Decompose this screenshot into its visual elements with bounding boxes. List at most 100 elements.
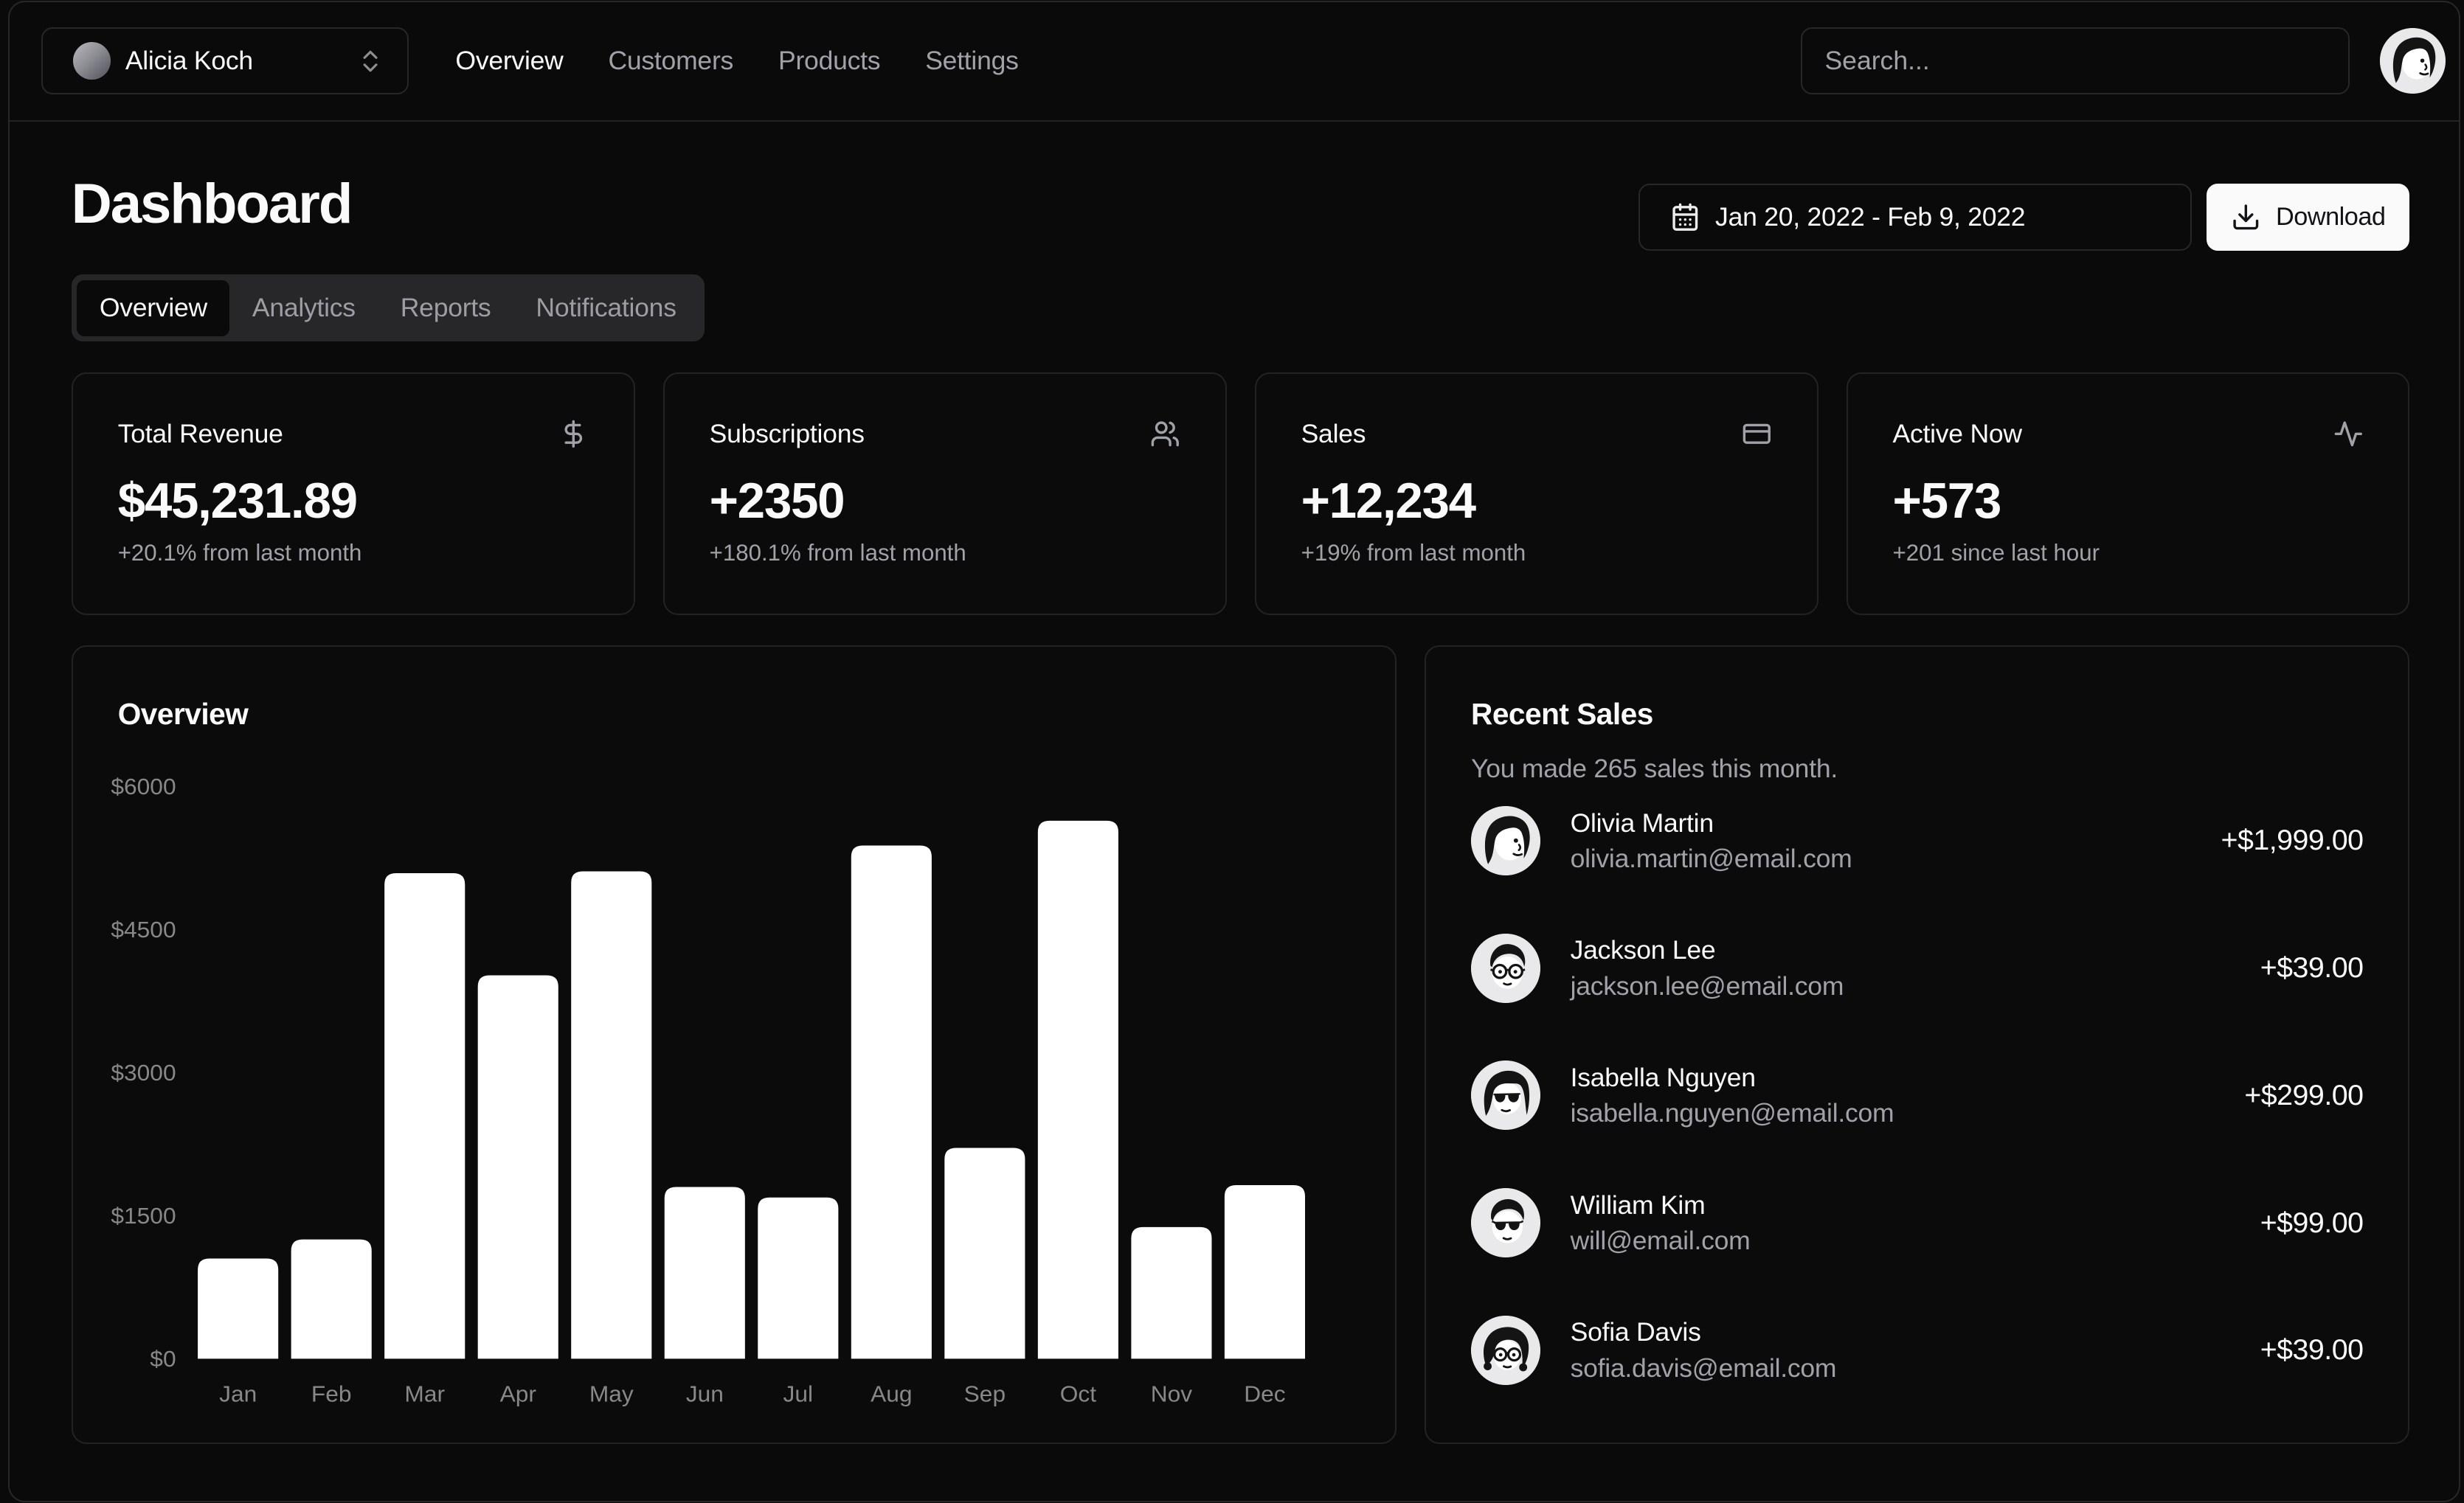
tab-notifications[interactable]: Notifications (536, 293, 676, 323)
recent-sale-row: Olivia Martin olivia.martin@email.com +$1,… (1471, 805, 2364, 877)
header-right (1801, 27, 2446, 95)
tab-analytics[interactable]: Analytics (252, 293, 356, 323)
bar-dec[interactable] (1224, 1184, 1306, 1359)
bar-jun[interactable] (664, 1187, 745, 1359)
nav-link-products[interactable]: Products (778, 46, 881, 76)
team-switcher[interactable]: Alicia Koch (41, 27, 409, 95)
bar-may[interactable] (571, 871, 652, 1359)
date-range-picker[interactable]: Jan 20, 2022 - Feb 9, 2022 (1638, 183, 2192, 251)
tab-reports[interactable]: Reports (400, 293, 491, 323)
team-avatar (72, 42, 111, 80)
stat-title: Active Now (1892, 419, 2023, 449)
nav-link-customers[interactable]: Customers (608, 46, 734, 76)
stat-title: Sales (1301, 419, 1366, 449)
x-tick-label: Jul (783, 1381, 814, 1407)
charts-row: Overview $0 $1500 $3000 $4500 $6000 Jan Feb Mar… (71, 645, 2410, 1445)
x-tick-label: Apr (500, 1381, 536, 1407)
customer-email: jackson.lee@email.com (1570, 971, 1844, 1001)
y-tick-label: $1500 (111, 1203, 176, 1229)
customer-info: Isabella Nguyen isabella.nguyen@email.com (1571, 1060, 1894, 1131)
stat-title: Subscriptions (709, 419, 865, 449)
customer-name: Isabella Nguyen (1570, 1063, 1756, 1093)
chevrons-up-down-icon (356, 47, 384, 75)
customer-name: Sofia Davis (1570, 1317, 1701, 1347)
bar-sep[interactable] (944, 1148, 1025, 1359)
customer-avatar-icon (1471, 1061, 1540, 1131)
recent-sale-row: Sofia Davis sofia.davis@email.com +$39.00 (1471, 1315, 2364, 1385)
sale-amount: +$1,999.00 (2221, 824, 2364, 857)
users-icon (1150, 419, 1180, 449)
stat-subtext: +201 since last hour (1892, 540, 2100, 566)
overview-card: Overview $0 $1500 $3000 $4500 $6000 Jan Feb Mar… (71, 645, 1397, 1445)
recent-sale-row: Isabella Nguyen isabella.nguyen@email.com… (1471, 1060, 2364, 1131)
bar-apr[interactable] (477, 975, 558, 1359)
customer-avatar-icon (1471, 1188, 1540, 1258)
bar-oct[interactable] (1037, 820, 1119, 1359)
y-tick-label: $3000 (111, 1060, 176, 1086)
y-tick-label: $0 (150, 1346, 176, 1372)
x-tick-label: Oct (1060, 1381, 1097, 1407)
tabs-list: Overview Analytics Reports Notifications (71, 274, 705, 342)
download-icon (2233, 204, 2259, 230)
credit-card-icon (1742, 419, 1772, 449)
sale-amount: +$39.00 (2260, 951, 2364, 985)
calendar-icon (1672, 203, 1698, 232)
activity-icon (2333, 419, 2364, 449)
recent-sale-row: William Kim will@email.com +$99.00 (1471, 1187, 2364, 1259)
stat-value: +573 (1892, 473, 2002, 530)
recent-sales-card: Recent Sales You made 265 sales this mon… (1425, 645, 2410, 1445)
customer-avatar-icon (1471, 805, 1540, 875)
nav-link-settings[interactable]: Settings (925, 46, 1019, 76)
customer-email: olivia.martin@email.com (1570, 843, 1852, 873)
stat-subtext: +19% from last month (1301, 540, 1526, 566)
customer-name: William Kim (1570, 1190, 1706, 1220)
x-tick-label: Jan (219, 1381, 257, 1407)
x-tick-label: Mar (404, 1381, 445, 1407)
customer-email: isabella.nguyen@email.com (1570, 1098, 1894, 1128)
customer-email: will@email.com (1570, 1226, 1751, 1256)
tab-overview[interactable]: Overview (77, 280, 230, 336)
x-tick-label: May (589, 1381, 634, 1407)
stat-card-total-revenue: Total Revenue $45,231.89 +20.1% from last … (71, 372, 635, 616)
page-title: Dashboard (71, 173, 353, 236)
recent-sales-list: Olivia Martin olivia.martin@email.com +$1,… (1471, 805, 2364, 1443)
sale-amount: +$39.00 (2260, 1333, 2364, 1367)
bar-chart: $0 $1500 $3000 $4500 $6000 Jan Feb Mar Apr May Jun… (73, 757, 1395, 1423)
bar-mar[interactable] (384, 872, 466, 1359)
bar-nov[interactable] (1131, 1226, 1212, 1359)
y-tick-label: $6000 (111, 774, 176, 799)
search-input[interactable] (1801, 27, 2350, 95)
nav-link-overview[interactable]: Overview (455, 46, 564, 76)
x-tick-label: Dec (1244, 1381, 1285, 1407)
top-header: Alicia Koch Overview Customers Products Set… (9, 2, 2459, 122)
x-tick-label: Aug (871, 1381, 912, 1407)
bar-aug[interactable] (851, 845, 932, 1359)
stat-title: Total Revenue (117, 419, 283, 449)
customer-info: Jackson Lee jackson.lee@email.com (1571, 932, 1844, 1004)
download-button[interactable]: Download (2207, 183, 2410, 251)
stat-card-subscriptions: Subscriptions +2350 +180.1% from last mont… (662, 372, 1227, 616)
stat-value: +12,234 (1301, 473, 1477, 530)
customer-info: William Kim will@email.com (1571, 1187, 1751, 1259)
stat-value: +2350 (709, 473, 845, 530)
bar-jan[interactable] (198, 1258, 279, 1359)
customer-info: Olivia Martin olivia.martin@email.com (1571, 805, 1852, 877)
bar-jul[interactable] (758, 1197, 839, 1359)
recent-sale-row: Jackson Lee jackson.lee@email.com +$39.00 (1471, 932, 2364, 1004)
sale-amount: +$99.00 (2260, 1206, 2364, 1239)
user-menu-button[interactable] (2379, 28, 2446, 94)
x-tick-label: Nov (1151, 1381, 1193, 1407)
bar-feb[interactable] (291, 1239, 372, 1359)
overview-card-title: Overview (117, 697, 249, 732)
head-actions: Jan 20, 2022 - Feb 9, 2022 Download (1638, 183, 2410, 251)
customer-name: Jackson Lee (1570, 935, 1716, 965)
x-tick-label: Feb (311, 1381, 352, 1407)
stat-cards: Total Revenue $45,231.89 +20.1% from last … (71, 372, 2410, 616)
user-avatar (2380, 28, 2446, 94)
recent-sales-title: Recent Sales (1471, 697, 1653, 732)
x-tick-label: Jun (686, 1381, 724, 1407)
stat-card-sales: Sales +12,234 +19% from last month (1254, 372, 1818, 616)
stat-subtext: +20.1% from last month (117, 540, 362, 566)
main-nav: Overview Customers Products Settings (455, 46, 1018, 76)
